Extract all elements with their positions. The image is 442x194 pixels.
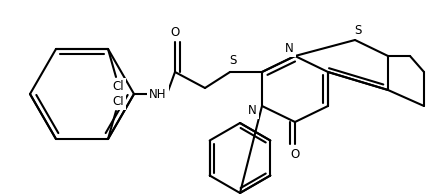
Text: N: N (285, 42, 293, 55)
Text: O: O (170, 25, 179, 38)
Text: NH: NH (149, 87, 167, 100)
Text: S: S (354, 23, 362, 36)
Text: N: N (248, 104, 256, 117)
Text: Cl: Cl (112, 81, 124, 94)
Text: S: S (229, 55, 236, 68)
Text: O: O (290, 147, 300, 160)
Text: Cl: Cl (112, 94, 124, 107)
